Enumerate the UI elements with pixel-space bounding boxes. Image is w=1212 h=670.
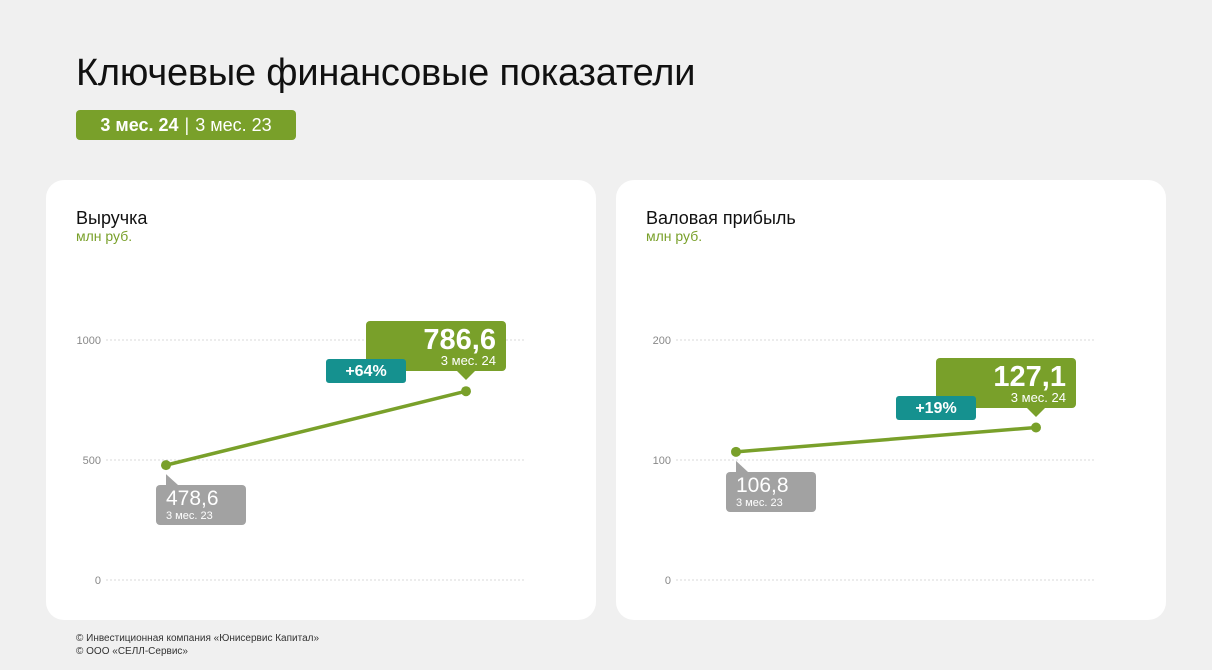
data-label-category: 3 мес. 23: [166, 510, 213, 522]
gross-profit-chart-unit: млн руб.: [646, 228, 703, 244]
change-badge-box: [896, 396, 976, 420]
y-tick-label: 0: [95, 575, 101, 587]
callout-box: [366, 321, 506, 371]
footer-copyright-1: © Инвестиционная компания «Юнисервис Кап…: [76, 633, 320, 644]
callout-box: [156, 485, 246, 525]
value-callout-first: 106,83 мес. 23: [726, 460, 816, 512]
period-separator: |: [184, 114, 190, 135]
y-tick-label: 1000: [77, 335, 101, 347]
data-point: [461, 386, 471, 397]
change-badge-box: [326, 359, 406, 383]
data-point: [161, 460, 171, 471]
period-toggle[interactable]: 3 мес. 24 | 3 мес. 23: [76, 110, 296, 140]
data-label-value: 478,6: [166, 487, 219, 510]
callout-pointer: [456, 370, 476, 380]
change-label: +19%: [915, 400, 956, 417]
change-badge: +64%: [326, 359, 406, 383]
revenue-card: Выручка млн руб. 0 500 1000 478,6 3 мес. 23 7…: [46, 180, 596, 620]
page-title: Ключевые финансовые показатели: [76, 52, 696, 94]
period-other-label[interactable]: 3 мес. 23: [195, 114, 272, 135]
data-label-category: 3 мес. 24: [441, 353, 496, 368]
series-line: [164, 389, 468, 467]
data-label-category: 3 мес. 23: [736, 497, 783, 509]
gross-profit-card: Валовая прибыль млн руб. 0 100 200 106,8 3 м…: [616, 180, 1166, 620]
revenue-chart-unit: млн руб.: [76, 228, 133, 244]
data-label-value: 127,1: [993, 361, 1066, 393]
data-label-category: 3 мес. 24: [1011, 390, 1066, 405]
period-active-label[interactable]: 3 мес. 24: [100, 114, 179, 135]
gross-profit-chart-title: Валовая прибыль: [646, 208, 796, 228]
callout-pointer: [166, 474, 178, 485]
data-point: [1031, 422, 1041, 433]
callout-pointer: [1026, 407, 1046, 417]
change-label: +64%: [345, 363, 386, 380]
series-line: [734, 425, 1038, 454]
footer: © Инвестиционная компания «Юнисервис Кап…: [76, 632, 319, 658]
data-point: [731, 446, 741, 457]
data-label-value: 786,6: [423, 324, 496, 356]
callout-pointer: [736, 460, 748, 472]
value-callout-first: 478,63 мес. 23: [156, 474, 246, 525]
change-badge: +19%: [896, 396, 976, 420]
y-tick-label: 0: [665, 575, 671, 587]
value-callout-last: 786,63 мес. 24: [366, 321, 506, 380]
y-tick-label: 200: [653, 335, 671, 347]
revenue-chart-title: Выручка: [76, 208, 148, 228]
value-callout-last: 127,13 мес. 24: [936, 358, 1076, 417]
callout-box: [936, 358, 1076, 408]
y-tick-label: 100: [653, 455, 671, 467]
data-label-value: 106,8: [736, 474, 789, 497]
footer-copyright-2: © ООО «СЕЛЛ-Сервис»: [76, 646, 188, 657]
callout-box: [726, 472, 816, 512]
y-tick-label: 500: [83, 455, 101, 467]
